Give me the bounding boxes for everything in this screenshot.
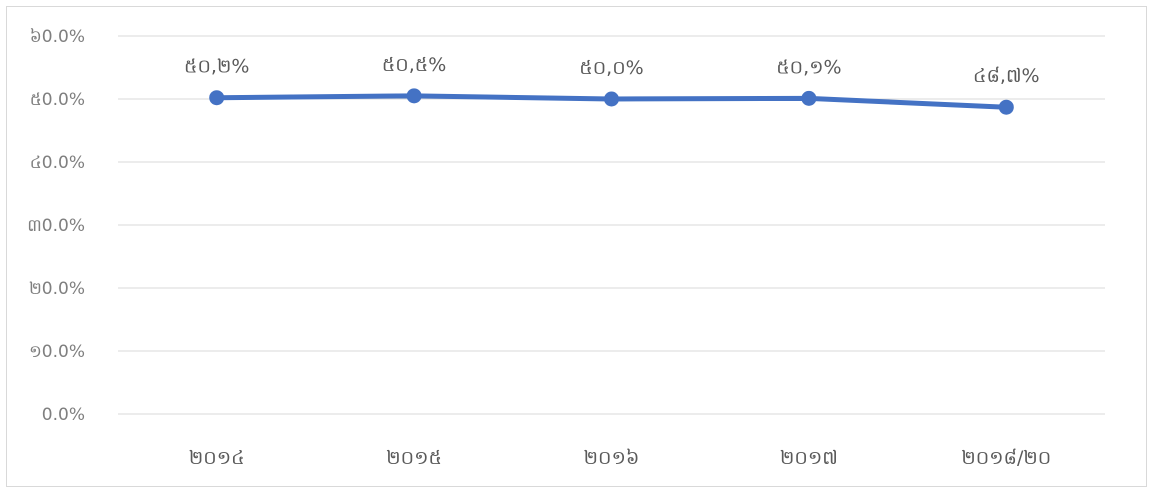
y-tick-label: 0.0% <box>42 405 85 425</box>
y-tick-label: ៦0.0% <box>30 27 85 47</box>
data-point <box>209 90 225 106</box>
y-tick-label: ៤0.0% <box>30 153 85 173</box>
x-tick-label: ២០១៥ <box>386 447 442 469</box>
y-tick-label: ៥0.0% <box>30 90 85 110</box>
data-label: ៥០,៥% <box>382 54 446 76</box>
data-point <box>998 99 1014 115</box>
data-label: ៤៨,៧% <box>973 65 1040 87</box>
data-label: ៥០,២% <box>184 56 249 78</box>
x-tick-label: ២០១៨/២០ <box>961 447 1051 469</box>
y-tick-label: ១0.0% <box>29 342 85 362</box>
data-label: ៥០,០% <box>579 57 643 79</box>
x-tick-label: ២០១៧ <box>780 447 838 469</box>
data-point <box>604 91 619 107</box>
y-tick-label: ២0.0% <box>29 279 85 299</box>
data-point <box>801 90 817 106</box>
x-tick-label: ២០១៦ <box>584 447 640 469</box>
chart-frame <box>6 6 1147 487</box>
data-label: ៥០,១% <box>776 56 841 78</box>
data-point <box>406 88 422 104</box>
y-tick-label: ៣0.0% <box>27 216 85 236</box>
x-tick-label: ២០១៤ <box>189 447 245 469</box>
